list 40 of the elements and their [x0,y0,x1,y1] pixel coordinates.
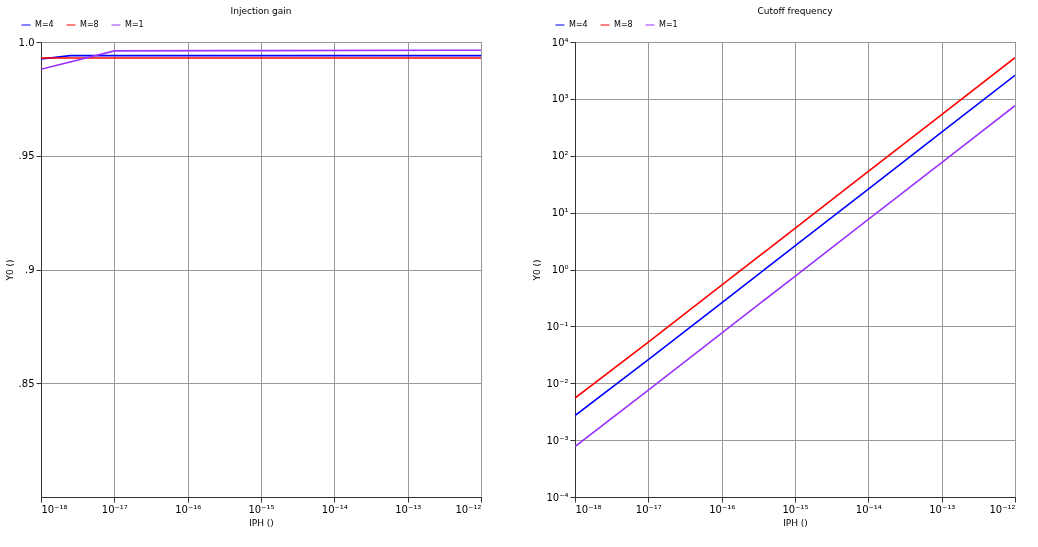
x-tick-label: 10⁻¹⁵ [782,503,809,515]
x-tick-label: 10⁻¹² [455,503,482,515]
y-tick-label: 10⁴ [551,36,569,48]
y-tick-label: .85 [18,377,35,389]
legend-label: M=1 [659,20,678,29]
x-axis-title: IPH () [783,517,808,528]
y-tick-label: 1.0 [18,36,35,48]
legend-label: M=8 [614,20,633,29]
line-series [575,104,1015,448]
y-tick-label: 10⁻³ [546,434,569,446]
legend-label: M=8 [80,20,99,29]
legend-label: M=4 [35,20,54,29]
x-tick-label: 10⁻¹⁸ [575,503,602,515]
x-tick-label: 10⁻¹⁵ [248,503,275,515]
chart-title: Cutoff frequency [757,6,834,16]
y-tick-label: 10⁰ [551,264,569,275]
y-tick-label: 10⁻⁴ [546,491,569,503]
y-axis-title: Y0 () [4,259,15,282]
y-tick-label: 10¹ [551,207,569,219]
y-tick-label: 10³ [551,93,569,105]
legend-label: M=1 [125,20,144,29]
x-tick-label: 10⁻¹⁶ [709,503,736,515]
x-tick-label: 10⁻¹² [989,503,1016,515]
y-tick-label: 10² [551,150,569,162]
y-tick-label: .9 [24,264,35,275]
y-tick-label: .95 [18,150,35,162]
x-tick-label: 10⁻¹³ [395,503,422,515]
x-tick-label: 10⁻¹⁶ [175,503,202,515]
x-tick-label: 10⁻¹⁷ [635,503,662,515]
legend-label: M=4 [569,20,588,29]
y-axis-title: Y0 () [532,259,543,282]
x-tick-label: 10⁻¹⁷ [101,503,128,515]
x-tick-label: 10⁻¹⁸ [41,503,68,515]
x-tick-label: 10⁻¹³ [929,503,956,515]
x-tick-label: 10⁻¹⁴ [321,503,348,515]
x-axis-title: IPH () [249,517,274,528]
x-tick-label: 10⁻¹⁴ [855,503,882,515]
y-tick-label: 10⁻² [546,377,569,389]
chart-title: Injection gain [230,6,292,16]
y-tick-label: 10⁻¹ [546,320,569,332]
